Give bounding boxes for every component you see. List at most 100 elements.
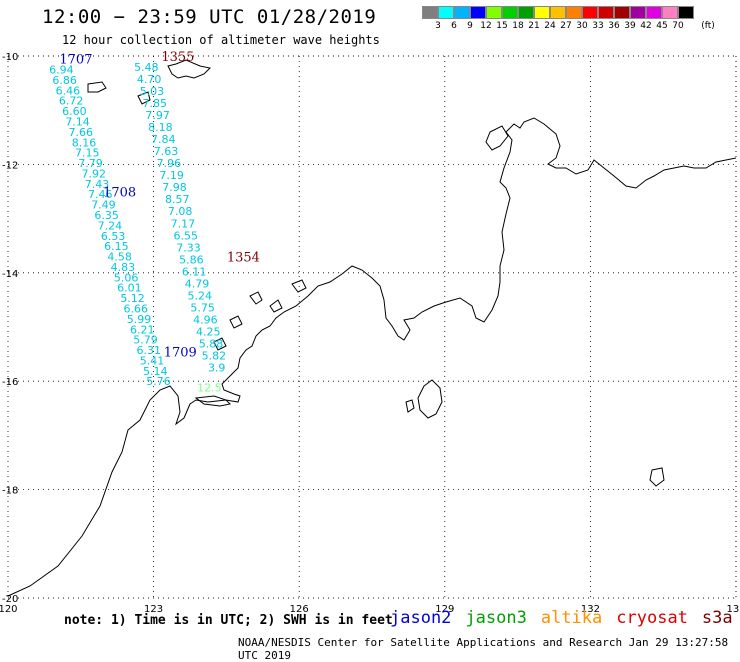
wave-height-value: 6.35	[94, 209, 119, 222]
wave-height-value: 6.01	[117, 282, 142, 295]
satellite-tracks: 6.946.866.466.726.607.147.668.167.157.79…	[49, 61, 226, 395]
wave-height-value: 6.55	[173, 229, 198, 242]
legend-label: 30	[576, 21, 588, 31]
wave-height-value: 6.72	[59, 95, 84, 108]
wave-height-value: 7.19	[159, 169, 184, 182]
pass-number-label: 1708	[103, 186, 136, 201]
wave-height-value: 7.17	[171, 217, 196, 230]
wave-height-value: 5.99	[127, 313, 152, 326]
wave-height-value: 8.16	[72, 136, 97, 149]
legend-swatch	[486, 6, 502, 19]
lon-tick-label: 132	[581, 604, 600, 615]
legend-label: 70	[672, 21, 684, 31]
wave-height-value: 6.11	[182, 265, 207, 278]
legend-label: 39	[624, 21, 636, 31]
legend-swatch	[598, 6, 614, 19]
legend-swatch	[646, 6, 662, 19]
wave-height-value: 5.76	[146, 375, 171, 388]
lat-tick-label: -14	[2, 269, 18, 280]
wave-height-value: 7.24	[98, 219, 123, 232]
wave-height-value: 7.98	[162, 181, 187, 194]
legend-label: 3	[435, 21, 441, 31]
pass-labels: 1707 1355 1708 1354 1709	[59, 50, 260, 360]
island-groote	[417, 379, 443, 419]
wave-height-value: 12.5	[197, 382, 222, 395]
lat-lon-grid: 120 123 126 129 132 135 -10 -12 -14 -16 -18 -20	[0, 52, 740, 615]
wave-height-value: 7.84	[151, 133, 176, 146]
map-subtitle: 12 hour collection of altimeter wave hei…	[62, 33, 380, 47]
wave-height-value: 7.08	[168, 205, 193, 218]
footer-credit: NOAA/NESDIS Center for Satellite Applica…	[238, 636, 729, 662]
wave-height-value: 6.66	[124, 302, 149, 315]
coast-kimberley-islands	[213, 279, 307, 351]
pass-number-label: 1354	[227, 251, 260, 266]
wave-height-value: 5.24	[188, 289, 213, 302]
map-title: 12:00 − 23:59 UTC 01/28/2019	[42, 6, 377, 28]
island-bathurst	[485, 125, 509, 151]
wave-height-value: 7.46	[88, 188, 113, 201]
note-text: note: 1) Time is in UTC; 2) SWH is in fe…	[64, 613, 393, 628]
mission-cryosat: cryosat	[616, 608, 688, 628]
lon-tick-label: 126	[290, 604, 309, 615]
legend-swatch	[614, 6, 630, 19]
pass-number-label: 1709	[164, 345, 197, 360]
legend-swatch	[454, 6, 470, 19]
legend-label: 6	[451, 21, 457, 31]
lon-tick-label: 120	[0, 604, 18, 615]
lon-tick-label: 123	[144, 604, 163, 615]
legend-swatch	[678, 6, 694, 19]
wave-height-value: 6.46	[56, 84, 81, 97]
legend-swatch	[438, 6, 454, 19]
wave-height-value: 7.92	[81, 167, 106, 180]
wave-height-value: 4.58	[107, 251, 132, 264]
wave-height-value: 5.03	[140, 85, 165, 98]
wave-height-value: 6.60	[62, 105, 87, 118]
wave-height-value: 5.75	[190, 301, 215, 314]
lon-tick-label: 135	[726, 604, 740, 615]
island-small-b	[137, 91, 151, 105]
pass-number-label: 1355	[161, 50, 194, 65]
wave-height-value: 7.49	[91, 199, 116, 212]
wave-height-value: 5.48	[134, 61, 159, 74]
wave-height-value: 7.15	[75, 147, 100, 160]
lat-tick-label: -12	[2, 160, 18, 171]
coast-western-australia	[7, 117, 737, 597]
legend-label: 15	[496, 21, 508, 31]
wave-height-value: 6.53	[101, 230, 126, 243]
legend-swatch	[630, 6, 646, 19]
legend-labels: 3 6 9 12 15 18 21 24 27 30 33 36 39 42 45 70 (ft)	[422, 19, 715, 33]
island-east	[649, 467, 665, 487]
legend-label: 42	[640, 21, 652, 31]
wave-height-value: 6.86	[52, 74, 77, 87]
wave-height-value: 7.79	[78, 157, 103, 170]
legend-label: 12	[480, 21, 492, 31]
wave-height-value: 7.33	[176, 241, 201, 254]
wave-height-value: 4.96	[193, 314, 218, 327]
wave-height-value: 8.57	[165, 193, 190, 206]
legend-unit: (ft)	[701, 21, 715, 31]
wave-height-value: 8.18	[148, 121, 173, 134]
wave-height-value: 5.14	[143, 365, 168, 378]
legend-label: 9	[467, 21, 473, 31]
wave-height-value: 5.79	[133, 334, 158, 347]
wave-height-value: 5.86	[179, 253, 204, 266]
legend-label: 45	[656, 21, 668, 31]
lat-tick-label: -18	[2, 486, 18, 497]
wave-height-value: 6.15	[104, 240, 129, 253]
legend-swatch	[422, 6, 438, 19]
reef-islands	[194, 395, 232, 407]
island-timor	[167, 59, 212, 79]
lon-tick-label: 129	[435, 604, 454, 615]
legend-swatch	[470, 6, 486, 19]
island-mornington	[405, 399, 415, 413]
wave-height-value: 4.79	[185, 277, 210, 290]
island-small-a	[87, 81, 107, 93]
wave-height-value: 4.25	[196, 326, 221, 339]
pass-number-label: 1707	[59, 53, 92, 68]
wave-height-value: 5.41	[140, 354, 165, 367]
mission-jason2: jason2	[390, 608, 452, 628]
legend-label: 33	[592, 21, 604, 31]
legend-swatch	[566, 6, 582, 19]
wave-height-value: 3.9	[208, 362, 226, 375]
